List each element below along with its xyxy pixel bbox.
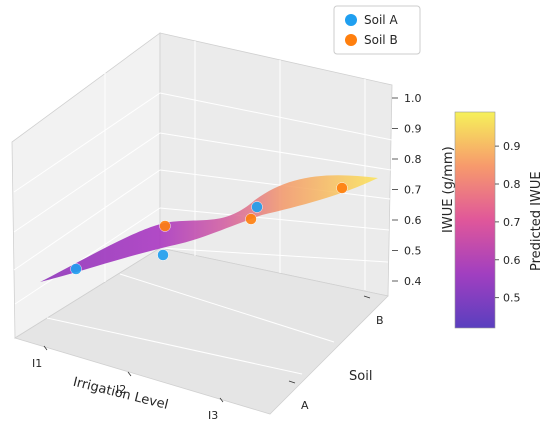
x-tick-mark [219,397,224,403]
x-tick-label: I1 [32,357,42,370]
colorbar-tick-label: 0.7 [503,216,521,229]
y-axis-ticks: AB [288,295,384,412]
z-tick-label: 0.7 [404,184,422,197]
data-point-soil-b [159,220,171,232]
x-axis-label: Irrigation Level [71,375,169,413]
z-tick-label: 0.9 [404,123,422,136]
data-point-soil-b [245,213,257,225]
x-axis-ticks: I1 I2 I3 [32,345,224,422]
x-tick-label: I3 [208,409,218,422]
data-point-soil-a [70,263,82,275]
z-axis-ticks: 0.4 0.5 0.6 0.7 0.8 0.9 1.0 [392,92,422,288]
colorbar: 0.5 0.6 0.7 0.8 0.9 Predicted IWUE [454,111,544,329]
colorbar-label: Predicted IWUE [529,171,544,271]
z-tick-label: 0.8 [404,153,422,166]
data-points [70,182,348,275]
y-tick-label: B [376,314,384,327]
z-tick-label: 0.6 [404,214,422,227]
data-point-soil-b [336,182,348,194]
colorbar-gradient [454,111,496,329]
colorbar-tick-label: 0.5 [503,292,521,305]
colorbar-tick-label: 0.6 [503,254,521,267]
x-tick-label: I2 [116,383,126,396]
legend: Soil A Soil B [333,5,421,55]
data-point-soil-a [251,201,263,213]
colorbar-tick-label: 0.8 [503,178,521,191]
colorbar-ticks: 0.5 0.6 0.7 0.8 0.9 [495,140,521,305]
legend-label-soil-b: Soil B [364,33,398,47]
legend-label-soil-a: Soil A [364,13,398,27]
z-tick-label: 1.0 [404,92,422,105]
z-axis-label: IWUE (g/mm) [441,146,456,233]
prediction-surface [40,175,378,282]
y-tick-mark [363,295,371,299]
z-tick-label: 0.4 [404,275,422,288]
colorbar-tick-label: 0.9 [503,140,521,153]
data-point-soil-a [157,249,169,261]
legend-marker-soil-a [345,14,357,26]
z-tick-label: 0.5 [404,245,422,258]
legend-marker-soil-b [345,34,357,46]
y-tick-mark [288,380,296,384]
x-tick-mark [43,345,48,351]
y-axis-label: Soil [349,369,372,384]
x-tick-mark [127,371,132,377]
gridlines [13,41,393,375]
y-tick-label: A [301,399,309,412]
